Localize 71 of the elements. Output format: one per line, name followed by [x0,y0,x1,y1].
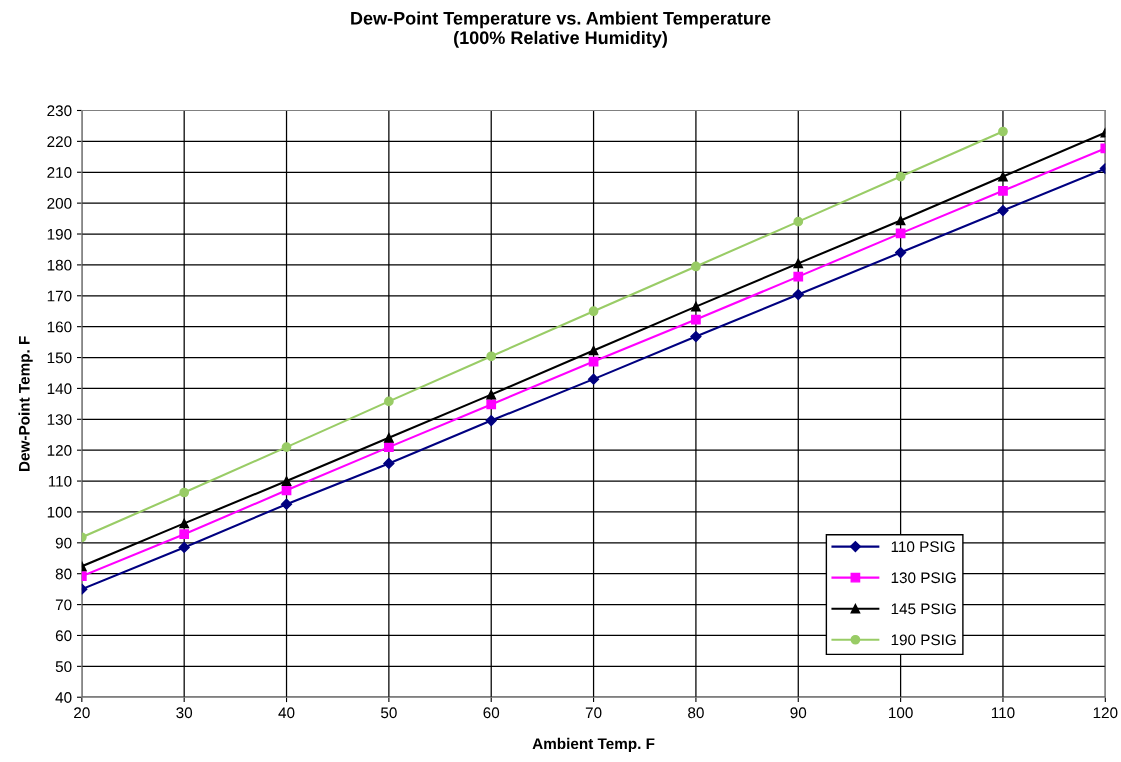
legend-label: 190 PSIG [891,634,956,646]
x-tick-label: 50 [380,707,397,719]
legend-label: 145 PSIG [891,603,956,615]
point [587,373,600,385]
x-tick-label: 110 [991,707,1015,719]
y-tick-label: 220 [47,136,72,148]
x-tick-label: 40 [278,707,295,719]
point [179,529,190,540]
y-tick-label: 120 [47,445,72,456]
y-axis-title: Dew-Point Temp. F [18,336,33,472]
y-tick-label: 80 [55,568,72,580]
point [690,330,702,343]
point [384,442,394,452]
point [895,246,907,259]
y-tick-label: 110 [48,475,72,487]
point [281,442,292,452]
x-tick-label: 20 [74,707,90,719]
y-tick-label: 140 [47,383,72,395]
point [895,215,906,226]
chart-title: Dew-Point Temperature vs. Ambient Temperature (100% Relative Humidity) [351,11,771,48]
point [486,351,497,362]
x-tick-label: 30 [176,707,193,719]
y-tick-label: 70 [55,599,72,611]
y-tick-label: 180 [47,259,72,271]
y-tick-label: 100 [47,506,72,518]
x-tick-label: 70 [585,707,602,719]
point [588,306,599,317]
y-tick-label: 130 [47,414,72,425]
point [486,389,497,400]
x-tick-label: 120 [1093,707,1118,719]
y-tick-label: 190 [47,228,72,240]
point [179,487,190,498]
point [179,518,190,529]
point [998,185,1008,196]
y-tick-label: 200 [47,198,72,209]
y-tick-label: 50 [55,661,72,673]
point [486,399,497,410]
point [998,171,1008,182]
point [997,204,1009,217]
point [792,288,804,301]
point [793,258,804,269]
x-tick-label: 60 [483,707,500,719]
legend-label: 110 PSIG [891,541,955,553]
point [998,126,1008,137]
x-tick-label: 90 [790,707,807,719]
point [793,271,804,282]
x-tick-label: 80 [688,707,704,719]
point [485,414,497,427]
y-tick-label: 60 [55,630,72,642]
y-tick-label: 40 [55,692,72,703]
y-tick-label: 170 [47,290,72,302]
y-tick-label: 150 [47,352,72,364]
point [281,476,292,486]
y-tick-label: 230 [47,105,72,117]
x-axis-title: Ambient Temp. F [532,737,655,753]
point [588,345,599,356]
point [691,301,701,312]
x-tick-label: 100 [889,707,913,719]
point [793,216,804,227]
point [895,171,906,182]
point [383,457,395,470]
y-tick-label: 90 [55,537,72,549]
y-tick-label: 210 [47,167,72,178]
point [178,541,190,554]
legend-label: 130 PSIG [891,572,956,584]
point [691,261,701,272]
point [691,314,701,325]
point [280,498,293,510]
y-tick-label: 160 [47,321,72,333]
point [384,432,394,443]
point [384,396,394,407]
